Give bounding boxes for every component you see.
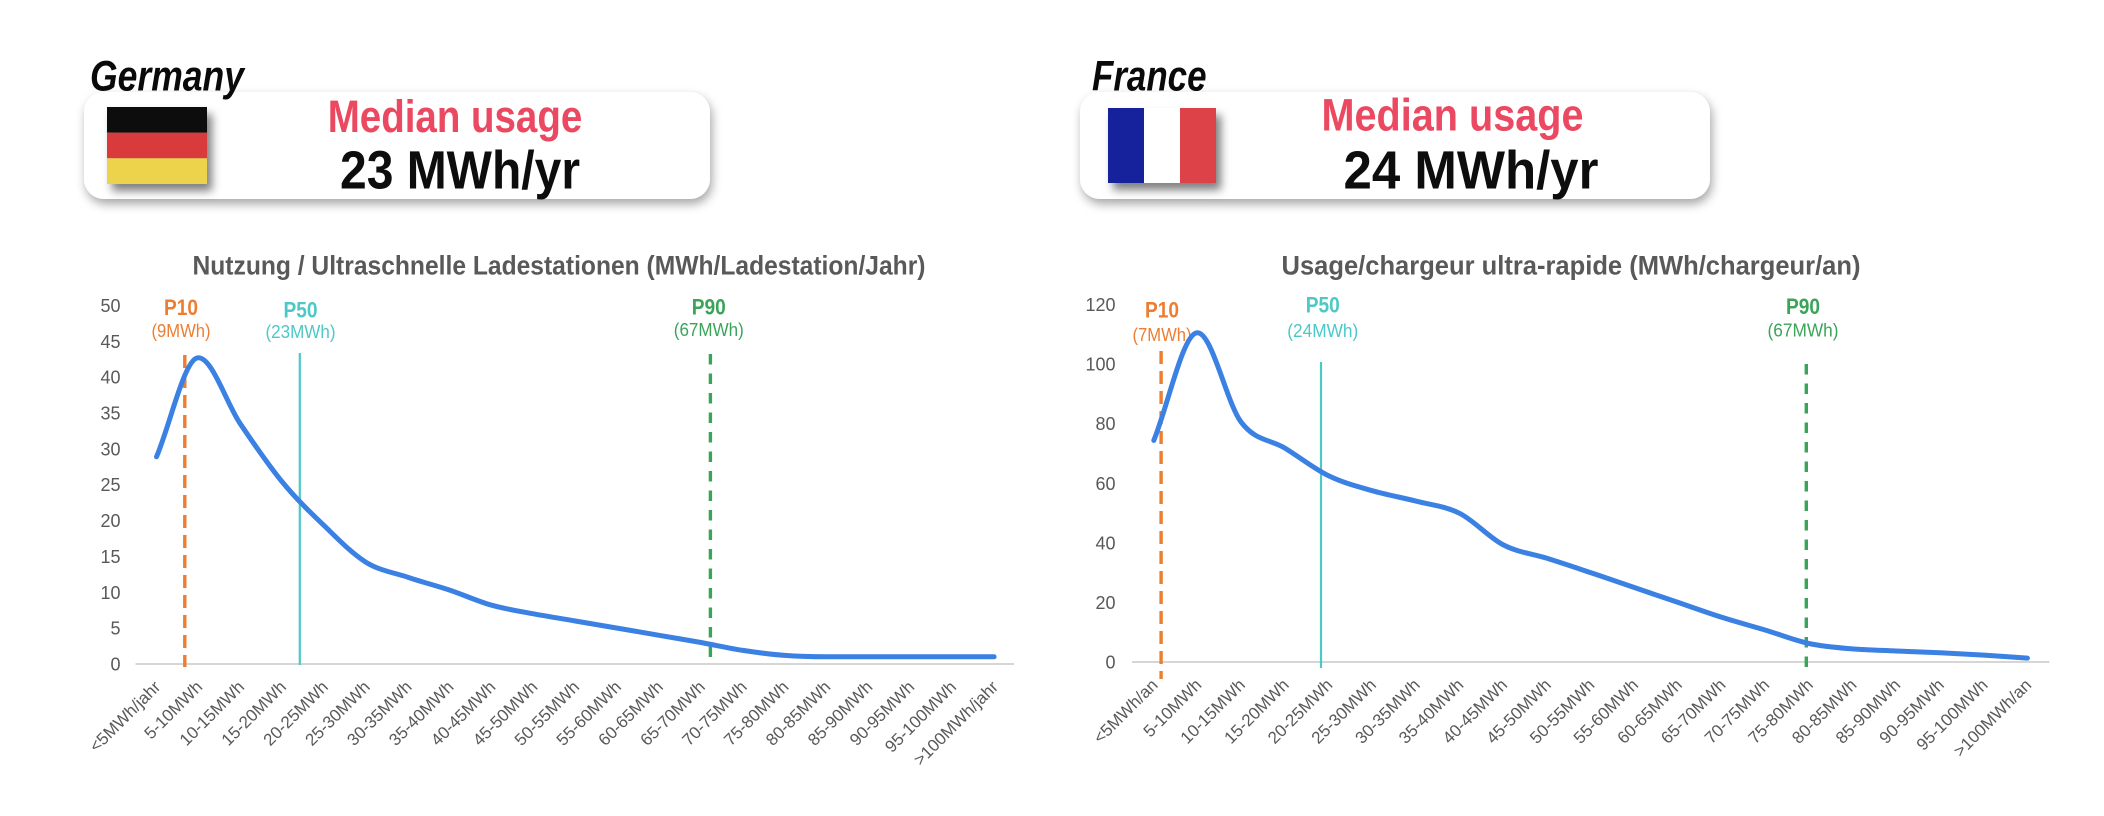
svg-text:P50: P50 <box>1306 293 1340 318</box>
svg-text:80: 80 <box>1095 414 1115 434</box>
svg-text:20: 20 <box>1095 593 1115 613</box>
svg-text:50: 50 <box>100 296 120 316</box>
svg-text:100: 100 <box>1085 355 1115 375</box>
svg-text:France: France <box>1092 53 1207 101</box>
svg-text:15: 15 <box>100 547 120 567</box>
svg-text:25: 25 <box>100 475 120 495</box>
svg-text:45: 45 <box>100 332 120 352</box>
svg-text:20: 20 <box>100 511 120 531</box>
svg-text:(7MWh): (7MWh) <box>1133 325 1192 345</box>
svg-text:(23MWh): (23MWh) <box>266 322 336 342</box>
svg-text:30: 30 <box>100 439 120 459</box>
svg-text:40: 40 <box>1095 533 1115 553</box>
svg-text:Nutzung / Ultraschnelle Ladest: Nutzung / Ultraschnelle Ladestationen (M… <box>193 251 926 281</box>
svg-text:P90: P90 <box>692 295 726 320</box>
svg-text:0: 0 <box>110 655 120 675</box>
svg-text:(9MWh): (9MWh) <box>152 321 211 341</box>
svg-text:35: 35 <box>100 404 120 424</box>
svg-text:(24MWh): (24MWh) <box>1287 321 1358 341</box>
svg-text:P10: P10 <box>164 295 198 320</box>
svg-text:P10: P10 <box>1145 298 1179 323</box>
svg-text:40: 40 <box>100 368 120 388</box>
svg-text:P50: P50 <box>284 298 318 323</box>
svg-text:60: 60 <box>1095 474 1115 494</box>
svg-text:P90: P90 <box>1786 294 1820 319</box>
svg-text:10: 10 <box>100 583 120 603</box>
svg-text:>100MWh/an: >100MWh/an <box>1950 675 2035 760</box>
svg-text:Usage/chargeur ultra-rapide (: Usage/chargeur ultra-rapide (MWh/chargeu… <box>1282 251 1861 281</box>
svg-text:Median usage: Median usage <box>1322 90 1584 141</box>
svg-text:(67MWh): (67MWh) <box>674 320 744 340</box>
svg-text:0: 0 <box>1105 653 1115 673</box>
svg-text:120: 120 <box>1085 295 1115 315</box>
svg-text:Germany: Germany <box>90 53 246 101</box>
svg-text:23 MWh/yr: 23 MWh/yr <box>340 141 580 201</box>
svg-text:24 MWh/yr: 24 MWh/yr <box>1344 141 1599 201</box>
svg-text:5: 5 <box>110 619 120 639</box>
svg-text:(67MWh): (67MWh) <box>1768 321 1839 341</box>
svg-text:Median usage: Median usage <box>328 91 583 142</box>
